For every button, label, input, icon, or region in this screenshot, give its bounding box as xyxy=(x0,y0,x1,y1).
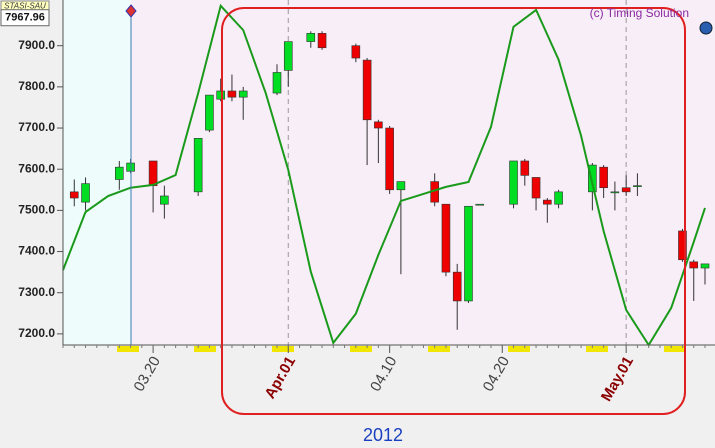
y-tick-label: 7400.0 xyxy=(18,244,55,258)
candle-body xyxy=(441,203,451,273)
candle-body xyxy=(543,199,552,205)
projection-line xyxy=(62,3,706,347)
candle-body xyxy=(610,191,620,194)
candle-body xyxy=(351,45,361,59)
candle-body xyxy=(554,191,563,205)
candle-body xyxy=(227,90,237,98)
highlight-frame xyxy=(221,7,686,415)
candle-body xyxy=(216,90,225,100)
candle-body xyxy=(588,164,597,193)
weekend-mark xyxy=(428,346,450,352)
y-tick-label: 7600.0 xyxy=(18,161,55,175)
last-price-box xyxy=(0,9,50,27)
candle-body xyxy=(599,166,608,189)
candle-body xyxy=(148,160,158,186)
copyright: (c) Timing Solution xyxy=(590,6,689,20)
candle-body xyxy=(633,185,642,187)
candle-body xyxy=(678,230,687,261)
candle-body xyxy=(306,33,316,42)
candle-body xyxy=(81,183,90,203)
weekend-mark xyxy=(586,346,608,352)
y-tick-label: 7900.0 xyxy=(18,38,55,52)
candle-body xyxy=(374,121,383,129)
candle-body xyxy=(520,160,530,176)
y-tick-label: 7500.0 xyxy=(18,203,55,217)
forecast-area xyxy=(131,0,715,345)
weekend-mark xyxy=(194,346,216,352)
candle-body xyxy=(475,203,485,206)
year-label: 2012 xyxy=(363,425,403,445)
y-tick-label: 7700.0 xyxy=(18,120,55,134)
candle-body xyxy=(464,205,473,302)
candle-body xyxy=(509,160,518,205)
candle-body xyxy=(115,166,124,180)
weekend-mark xyxy=(664,346,686,352)
candle-body xyxy=(205,94,214,131)
y-tick-label: 7300.0 xyxy=(18,285,55,299)
weekend-mark xyxy=(117,346,139,352)
candle-body xyxy=(238,90,248,98)
weekend-mark xyxy=(272,346,294,352)
y-tick-label: 7200.0 xyxy=(18,326,55,340)
candle-body xyxy=(689,261,699,269)
candle-body xyxy=(283,41,293,71)
candle-body xyxy=(452,271,462,302)
candle-body xyxy=(385,127,394,191)
candle-body xyxy=(362,59,372,121)
candle-body xyxy=(621,187,631,193)
candle-body xyxy=(160,195,169,205)
last-price: 7967.96 xyxy=(5,12,45,24)
candle-body xyxy=(69,191,79,199)
globe-icon[interactable] xyxy=(699,21,713,35)
candle-body xyxy=(317,33,327,49)
cursor-marker xyxy=(125,4,137,18)
symbol: STASI-SAU xyxy=(4,2,46,11)
candle-body xyxy=(193,138,203,193)
y-tick-label: 7800.0 xyxy=(18,79,55,93)
weekend-marks xyxy=(117,346,686,352)
plot-layer xyxy=(62,0,710,347)
weekend-mark xyxy=(350,346,372,352)
weekend-mark xyxy=(508,346,530,352)
candle-body xyxy=(396,181,406,191)
candle-body xyxy=(700,263,710,269)
candle-body xyxy=(272,72,282,94)
candle-body xyxy=(531,177,541,199)
